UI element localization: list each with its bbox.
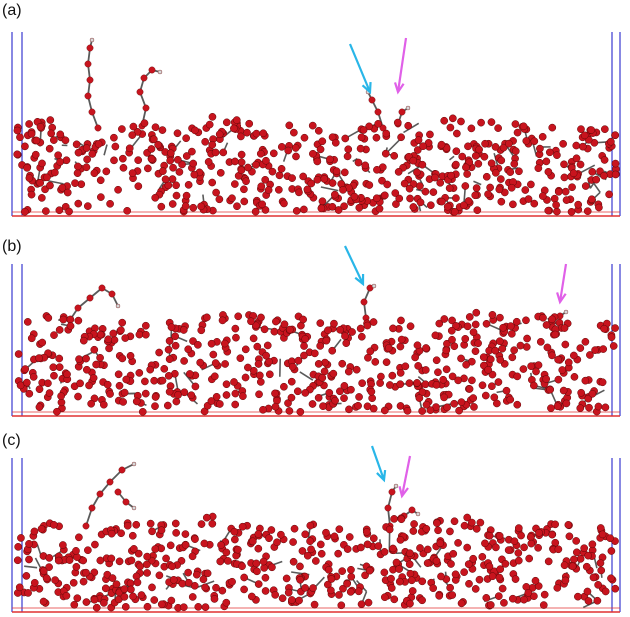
molecular-slab-image bbox=[11, 445, 621, 613]
panel-a: (a) bbox=[0, 0, 630, 222]
panel-b: (b) bbox=[0, 236, 630, 426]
surface-adsorbate bbox=[365, 89, 387, 132]
surface-adsorbate bbox=[114, 488, 137, 511]
cyan-arrow bbox=[348, 43, 372, 95]
cyan-arrow bbox=[370, 445, 387, 483]
panel-label: (c) bbox=[2, 432, 21, 449]
atom-cloud bbox=[13, 512, 620, 612]
molecular-slab-image bbox=[11, 245, 621, 417]
panel-label: (b) bbox=[2, 238, 22, 255]
surface-adsorbate bbox=[66, 284, 121, 324]
cyan-arrow bbox=[344, 245, 365, 287]
magenta-arrow bbox=[393, 37, 408, 95]
panel-label: (a) bbox=[2, 2, 22, 19]
panel-c: (c) bbox=[0, 430, 630, 617]
surface-adsorbate bbox=[84, 37, 102, 132]
surface-adsorbate bbox=[136, 66, 163, 130]
surface-adsorbate bbox=[384, 483, 399, 530]
surface-adsorbate bbox=[556, 309, 569, 320]
atom-cloud bbox=[13, 112, 620, 216]
surface-adsorbate bbox=[360, 283, 377, 322]
atom-cloud bbox=[14, 308, 619, 416]
magenta-arrow bbox=[398, 455, 412, 499]
surface-adsorbate bbox=[82, 461, 137, 530]
molecular-slab-image bbox=[11, 32, 621, 217]
magenta-arrow bbox=[556, 263, 568, 305]
